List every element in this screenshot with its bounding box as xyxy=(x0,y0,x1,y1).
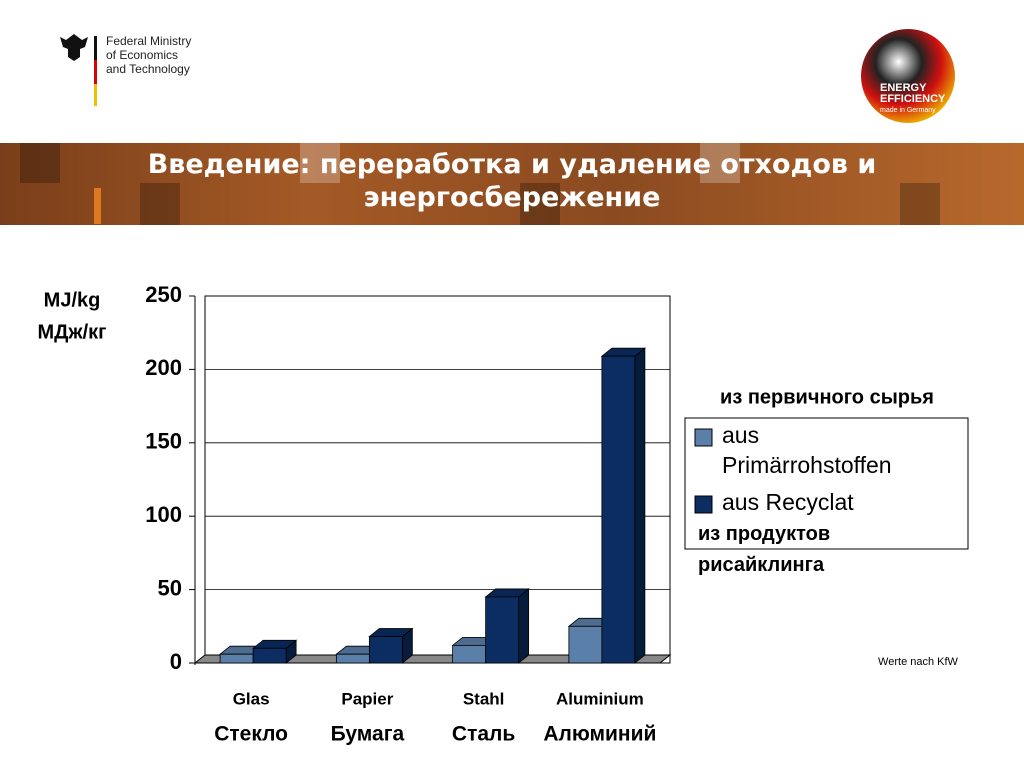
y-tick-label: 0 xyxy=(170,649,182,674)
eagle-icon xyxy=(60,34,88,61)
legend-label: aus Primärrohstoffen xyxy=(722,422,892,478)
bar xyxy=(219,653,254,664)
slide-title: Введение: переработка и удаление отходов… xyxy=(147,149,877,213)
y-axis-label: MJ/kg xyxy=(44,289,101,311)
y-tick-label: 200 xyxy=(145,355,182,380)
x-tick-translation: Алюминий xyxy=(543,723,656,746)
logo-text: ENERGY xyxy=(880,82,927,94)
legend-swatch xyxy=(694,495,713,514)
header-band xyxy=(0,143,1024,225)
x-tick-translation: Бумага xyxy=(331,723,405,746)
x-tick-label: Glas xyxy=(233,689,270,708)
x-tick-label: Papier xyxy=(341,689,393,708)
bar-side xyxy=(634,347,646,664)
ministry-text: Federal Ministry xyxy=(106,34,191,48)
x-tick-label: Stahl xyxy=(463,689,505,708)
x-tick-label: Aluminium xyxy=(556,689,644,708)
bar-side xyxy=(518,588,530,664)
x-tick-translation: Сталь xyxy=(452,723,515,746)
bar xyxy=(335,653,370,664)
y-tick-label: 150 xyxy=(145,429,182,454)
logo-text: made in Germany xyxy=(880,107,936,114)
y-tick-label: 50 xyxy=(158,575,182,600)
bar xyxy=(452,644,487,664)
y-tick-label: 100 xyxy=(145,502,182,527)
energy-logo xyxy=(861,29,955,123)
source-note: Werte nach KfW xyxy=(878,656,958,668)
bar xyxy=(601,355,636,664)
legend-title: из первичного сырья xyxy=(720,386,934,408)
legend-note: из продуктов рисайклинга xyxy=(698,523,830,576)
x-tick-translation: Стекло xyxy=(214,723,288,746)
spacer xyxy=(0,0,1,1)
plot-frame xyxy=(204,295,671,664)
flag-gold xyxy=(94,84,97,106)
legend-box xyxy=(684,417,969,550)
flag-black xyxy=(94,36,97,60)
ministry-text: of Economics xyxy=(106,48,178,62)
bar xyxy=(568,625,603,664)
legend-swatch xyxy=(694,428,713,447)
y-tick-label: 250 xyxy=(145,282,182,307)
ministry-text: and Technology xyxy=(106,62,190,76)
bar xyxy=(252,647,287,664)
logo-text: EFFICIENCY xyxy=(880,93,946,105)
band-texture xyxy=(20,143,940,225)
legend-label: aus Recyclat xyxy=(722,489,854,515)
band-accent xyxy=(94,188,101,224)
flag-red xyxy=(94,60,97,84)
y-axis-label: МДж/кг xyxy=(38,321,107,343)
bar xyxy=(485,596,520,664)
bar xyxy=(368,636,403,664)
